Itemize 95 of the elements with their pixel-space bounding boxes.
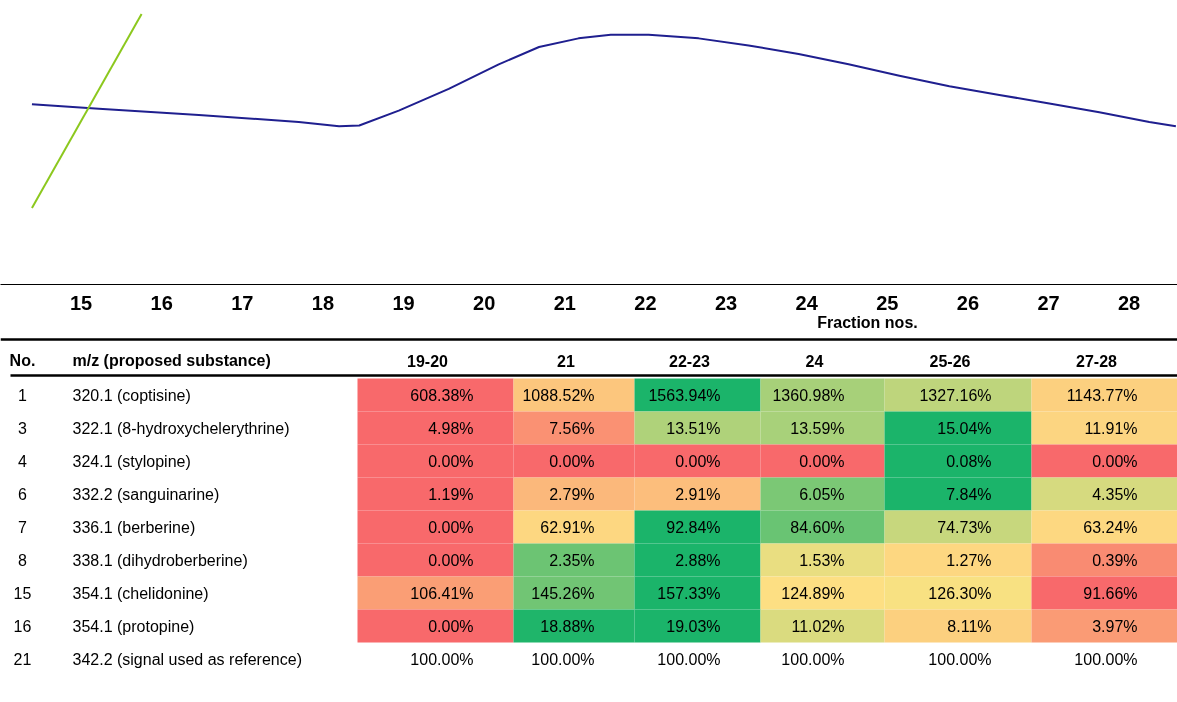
y2-tick-label: 4: [18, 453, 28, 470]
data-label: 0.00%: [428, 452, 474, 470]
x-tick-label: 25-26: [929, 352, 971, 370]
y-tick-label: 354.1 (protopine): [72, 617, 195, 635]
y-tick-label: 320.1 (coptisine): [72, 386, 191, 404]
data-label: 3.97%: [1092, 617, 1138, 635]
data-label: 1088.52%: [522, 386, 595, 404]
data-label: 0.39%: [1092, 551, 1138, 569]
data-label: 91.66%: [1083, 584, 1138, 602]
data-label: 0.00%: [1092, 452, 1138, 470]
data-label: 13.59%: [790, 419, 845, 437]
x-tick-label: 16: [150, 291, 173, 314]
y-tick-label: 342.2 (signal used as reference): [72, 650, 302, 668]
data-label: 1.27%: [946, 551, 992, 569]
data-label: 63.24%: [1083, 518, 1138, 536]
x-tick-label: 25: [876, 291, 899, 314]
text: No.: [9, 352, 36, 369]
x-tick-label: 19: [392, 291, 415, 314]
data-label: 0.00%: [428, 617, 474, 635]
x-tick-label: 20: [473, 291, 496, 314]
data-label: 1.53%: [799, 551, 845, 569]
data-label: 92.84%: [666, 518, 721, 536]
data-label: 62.91%: [540, 518, 595, 536]
data-label: 11.02%: [791, 617, 845, 635]
data-label: 100.00%: [531, 650, 595, 668]
data-label: 124.89%: [781, 584, 845, 602]
x-tick-label: 24: [805, 352, 824, 370]
x-tick-label: 18: [311, 291, 335, 314]
y2-tick-label: 1: [18, 387, 28, 404]
data-label: 100.00%: [657, 650, 721, 668]
data-label: 11.91%: [1084, 419, 1138, 437]
data-label: 100.00%: [781, 650, 845, 668]
x-tick-label: 22: [634, 291, 657, 314]
data-label: 0.00%: [549, 452, 595, 470]
y2-tick-label: 8: [18, 552, 28, 569]
data-label: 106.41%: [410, 584, 474, 602]
data-label: 100.00%: [410, 650, 474, 668]
x-tick-label: 24: [795, 291, 819, 314]
data-label: 2.79%: [549, 485, 595, 503]
y-tick-label: 338.1 (dihydroberberine): [72, 551, 248, 569]
data-label: 2.88%: [675, 551, 721, 569]
data-label: 608.38%: [410, 386, 474, 404]
data-label: 7.84%: [946, 485, 992, 503]
x-tick-label: 27-28: [1076, 352, 1118, 370]
data-label: 0.00%: [428, 551, 474, 569]
data-label: 6.05%: [799, 485, 845, 503]
x-tick-label: 22-23: [669, 352, 711, 370]
y-tick-label: 336.1 (berberine): [72, 518, 196, 536]
data-label: 0.08%: [946, 452, 992, 470]
data-label: 2.91%: [675, 485, 721, 503]
data-label: 1563.94%: [648, 386, 721, 404]
data-label: 8.11%: [947, 617, 992, 635]
data-label: 84.60%: [790, 518, 845, 536]
data-label: 1.19%: [428, 485, 474, 503]
data-label: 145.26%: [531, 584, 595, 602]
x-tick-label: 27: [1037, 291, 1060, 314]
x-tick-label: 21: [557, 352, 575, 370]
data-label: 19.03%: [666, 617, 721, 635]
y2-tick-label: 3: [18, 420, 28, 437]
data-label: 2.35%: [549, 551, 595, 569]
x-tick-label: 21: [553, 291, 576, 314]
y2-tick-label: 15: [13, 585, 32, 602]
data-label: 13.51%: [666, 419, 721, 437]
x-tick-label: 15: [69, 291, 93, 314]
data-label: 7.56%: [549, 419, 595, 437]
data-label: 100.00%: [928, 650, 992, 668]
x-tick-label: 23: [714, 291, 738, 314]
data-label: 157.33%: [657, 584, 721, 602]
text: m/z (proposed substance): [72, 352, 271, 369]
data-label: 4.35%: [1092, 485, 1138, 503]
y-tick-label: 332.2 (sanguinarine): [72, 485, 220, 503]
data-label: 74.73%: [937, 518, 992, 536]
x-tick-label: 28: [1118, 291, 1141, 314]
x-tick-label: 26: [956, 291, 980, 314]
y2-tick-label: 7: [18, 519, 28, 536]
data-label: 15.04%: [937, 419, 992, 437]
y2-tick-label: 16: [13, 618, 32, 635]
y-tick-label: 354.1 (chelidonine): [72, 584, 209, 602]
data-label: 0.00%: [428, 518, 474, 536]
data-label: 1143.77%: [1066, 386, 1138, 404]
x-axis-title: Fraction nos.: [817, 314, 918, 331]
y-tick-label: 324.1 (stylopine): [72, 452, 191, 470]
data-label: 4.98%: [428, 419, 474, 437]
data-label: 126.30%: [928, 584, 992, 602]
y2-tick-label: 6: [18, 486, 28, 503]
data-label: 0.00%: [675, 452, 721, 470]
x-tick-label: 19-20: [407, 352, 449, 370]
data-label: 1327.16%: [919, 386, 992, 404]
y-tick-label: 322.1 (8-hydroxychelerythrine): [72, 419, 290, 437]
y2-tick-label: 21: [13, 651, 32, 668]
x-tick-label: 17: [231, 291, 254, 314]
data-label: 1360.98%: [772, 386, 845, 404]
data-label: 100.00%: [1074, 650, 1138, 668]
data-label: 18.88%: [540, 617, 595, 635]
data-label: 0.00%: [799, 452, 845, 470]
